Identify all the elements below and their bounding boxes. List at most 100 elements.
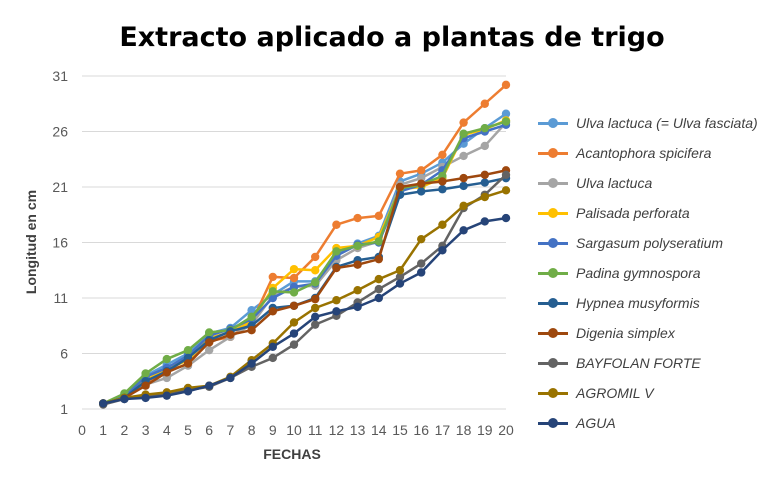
legend-item: BAYFOLAN FORTE [538,348,778,378]
data-point [374,237,383,246]
legend-swatch [538,176,568,190]
data-point [395,272,405,282]
data-point [289,329,299,338]
data-point [311,266,320,275]
data-point [480,192,489,202]
data-point [141,369,150,378]
data-point [268,293,277,303]
x-tick-label: 3 [142,422,150,438]
legend-label: Digenia simplex [576,325,675,341]
data-point [417,187,426,196]
data-point [374,284,383,294]
data-point [332,220,341,229]
data-point [311,252,320,262]
data-point [395,266,405,275]
legend-item: Digenia simplex [538,318,778,348]
data-point [459,226,468,235]
legend-label: AGUA [576,415,616,431]
series-layer [99,80,511,409]
data-point [501,213,511,223]
x-tick-label: 0 [78,422,86,438]
y-tick-label: 26 [52,124,68,140]
y-tick-label: 16 [52,235,68,251]
data-point [268,353,277,363]
data-point [395,169,405,178]
data-point [289,340,299,349]
legend-item: AGROMIL V [538,378,778,408]
data-point [353,302,362,312]
data-point [374,293,383,303]
legend-item: Ulva lactuca [538,168,778,198]
data-point [395,279,405,288]
data-point [311,320,320,329]
data-point [183,359,193,368]
data-point [438,220,447,229]
data-point [205,345,214,355]
legend-item: Palisada perforata [538,198,778,228]
legend-swatch [538,356,568,370]
data-point [459,173,468,183]
data-point [289,318,299,327]
data-point [459,129,468,138]
data-point [162,354,171,364]
x-tick-label: 9 [269,422,277,438]
data-point [332,296,341,305]
data-point [205,338,214,347]
x-tick-label: 2 [121,422,129,438]
data-point [395,182,405,192]
data-point [141,381,150,390]
data-point [162,368,171,377]
y-tick-label: 11 [53,290,68,306]
data-point [459,181,468,191]
y-axis-title: Longitud en cm [23,190,39,294]
y-tick-label: 1 [60,401,68,417]
data-point [374,211,383,221]
series-7 [99,166,511,408]
x-tick-label: 4 [163,422,171,438]
y-tick-label: 21 [52,179,68,195]
data-point [289,264,299,274]
data-point [311,278,320,287]
data-point [205,381,214,390]
data-point [501,109,511,118]
data-point [247,312,256,322]
legend-item: AGUA [538,408,778,438]
x-tick-label: 5 [184,422,192,438]
legend-swatch [538,416,568,430]
legend-swatch [538,326,568,340]
data-point [226,330,235,339]
data-point [480,99,489,108]
x-tick-label: 17 [435,422,451,438]
legend-label: BAYFOLAN FORTE [576,355,701,371]
data-point [459,118,468,127]
data-point [459,151,468,161]
legend-label: Hypnea musyformis [576,295,700,311]
data-point [353,241,362,251]
legend-swatch [538,236,568,250]
legend-label: Ulva lactuca [576,175,653,191]
data-point [99,399,108,408]
data-point [332,263,341,273]
data-point [374,254,383,264]
data-point [162,391,171,400]
legend-item: Sargasum polyseratium [538,228,778,258]
x-tick-label: 6 [205,422,213,438]
x-tick-label: 14 [371,422,387,438]
legend-label: Acantophora spicifera [576,145,712,161]
data-point [268,272,277,282]
legend-item: Hypnea musyformis [538,288,778,318]
data-point [417,234,426,244]
series-10 [99,213,511,408]
data-point [417,259,426,268]
data-point [438,177,447,186]
x-tick-label: 8 [248,422,256,438]
data-point [247,306,256,315]
data-point [353,213,362,223]
data-point [311,303,320,313]
legend-item: Acantophora spicifera [538,138,778,168]
data-point [120,394,129,404]
data-point [311,294,320,304]
legend-label: Palisada perforata [576,205,690,221]
data-point [353,260,362,269]
